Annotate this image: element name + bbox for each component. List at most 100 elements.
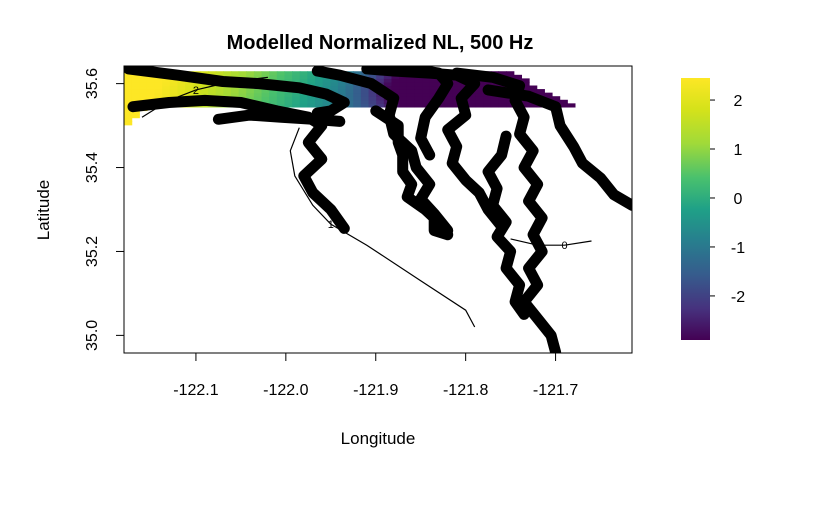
heatmap-cell-46 xyxy=(146,78,156,83)
heatmap-cell-23 xyxy=(131,85,140,90)
heatmap-cell-314 xyxy=(353,85,362,90)
heatmap-cell-247 xyxy=(299,74,309,79)
heatmap-cell-122 xyxy=(208,92,217,97)
heatmap-cell-248 xyxy=(299,71,309,76)
heatmap-cell-386 xyxy=(406,78,416,83)
heatmap-cell-474 xyxy=(475,85,484,90)
heatmap-cell-226 xyxy=(284,78,293,83)
heatmap-cell-295 xyxy=(337,81,347,87)
heatmap-cell-217 xyxy=(276,74,286,79)
heatmap-cell-182 xyxy=(253,92,263,97)
heatmap-cell-183 xyxy=(253,89,263,94)
heatmap-cell-385 xyxy=(406,81,416,87)
heatmap-cell-259 xyxy=(315,103,324,108)
heatmap-cell-381 xyxy=(406,96,416,101)
heatmap-cell-311 xyxy=(353,96,362,101)
heatmap-cell-508 xyxy=(498,71,507,76)
heatmap-cell-11 xyxy=(124,81,133,87)
heatmap-cell-366 xyxy=(391,78,400,83)
heatmap-cell-221 xyxy=(284,96,293,101)
heatmap-cell-148 xyxy=(223,71,232,76)
heatmap-cell-257 xyxy=(307,74,316,79)
heatmap-cell-210 xyxy=(276,99,286,104)
track-0 xyxy=(124,66,350,119)
heatmap-cell-228 xyxy=(284,71,293,76)
heatmap-cell-301 xyxy=(345,96,354,101)
heatmap-cell-321 xyxy=(360,96,370,101)
heatmap-cell-64 xyxy=(162,85,171,90)
heatmap-cell-400 xyxy=(422,99,431,104)
heatmap-cell-536 xyxy=(529,103,538,108)
heatmap-cell-16 xyxy=(131,110,140,115)
heatmap-cell-52 xyxy=(154,92,163,97)
heatmap-cell-230 xyxy=(292,99,301,104)
heatmap-cell-54 xyxy=(154,85,163,90)
heatmap-cell-341 xyxy=(376,96,385,101)
heatmap-cell-240 xyxy=(299,99,309,104)
colorbar-ticks: -2 -1 0 1 2 xyxy=(710,93,745,306)
heatmap-cell-123 xyxy=(208,89,217,94)
heatmap-cell-255 xyxy=(307,81,316,87)
heatmap-cell-22 xyxy=(131,89,140,94)
heatmap-cell-405 xyxy=(422,81,431,87)
heatmap-cell-201 xyxy=(269,96,278,101)
heatmap-cell-373 xyxy=(399,89,408,94)
heatmap-cell-419 xyxy=(437,103,446,108)
heatmap-cell-20 xyxy=(131,96,140,101)
heatmap-cell-346 xyxy=(376,78,385,83)
heatmap-cell-227 xyxy=(284,74,293,79)
heatmap-cell-365 xyxy=(391,81,400,87)
heatmap-cell-269 xyxy=(322,103,331,108)
heatmap-cell-265 xyxy=(315,81,324,87)
heatmap-cell-412 xyxy=(429,92,438,97)
heatmap-cell-21 xyxy=(131,92,140,97)
heatmap-cell-533 xyxy=(521,85,530,90)
heatmap-cell-181 xyxy=(253,96,263,101)
heatmap-cell-461 xyxy=(467,96,477,101)
heatmap-cell-430 xyxy=(444,99,454,104)
heatmap-cell-270 xyxy=(322,99,331,104)
colorbar-tick-label-4: 2 xyxy=(734,93,743,110)
heatmap-cell-167 xyxy=(238,74,247,79)
heatmap-cell-404 xyxy=(422,85,431,90)
heatmap-cell-546 xyxy=(536,89,545,94)
contour-line-2 xyxy=(510,238,592,246)
contour-line-1 xyxy=(289,127,476,328)
heatmap-cell-357 xyxy=(383,74,393,79)
heatmap-cell-553 xyxy=(551,96,561,101)
tracks xyxy=(124,66,632,353)
track-8 xyxy=(482,130,530,320)
heatmap-cell-376 xyxy=(399,78,408,83)
heatmap-cell-414 xyxy=(429,85,438,90)
y-axis-label: Latitude xyxy=(34,180,53,241)
heatmap-cell-322 xyxy=(360,92,370,97)
heatmap-cell-3 xyxy=(124,110,133,115)
track-7 xyxy=(482,84,632,211)
heatmap-cell-260 xyxy=(315,99,324,104)
heatmap-cell-283 xyxy=(330,89,339,94)
heatmap-cell-250 xyxy=(307,99,316,104)
heatmap-cell-82 xyxy=(177,92,186,97)
heatmap-cell-395 xyxy=(414,81,423,87)
heatmap-cell-197 xyxy=(261,74,270,79)
heatmap-cell-527 xyxy=(513,74,523,79)
heatmap-cell-320 xyxy=(360,99,370,104)
heatmap-cell-303 xyxy=(345,89,354,94)
x-tick-label-1: -122.0 xyxy=(263,382,308,399)
heatmap-cell-550 xyxy=(544,92,553,97)
heatmap-cell-177 xyxy=(246,74,255,79)
heatmap-cell-384 xyxy=(406,85,416,90)
colorbar xyxy=(681,78,710,340)
heatmap-cell-554 xyxy=(559,103,568,108)
heatmap-cell-471 xyxy=(475,96,484,101)
heatmap-cell-63 xyxy=(162,89,171,94)
y-axis: 35.0 35.2 35.4 35.6 xyxy=(84,68,124,351)
heatmap-cell-202 xyxy=(269,92,278,97)
heatmap-cell-93 xyxy=(185,89,194,94)
heatmap-cell-261 xyxy=(315,96,324,101)
heatmap-cell-443 xyxy=(452,89,461,94)
heatmap-cell-480 xyxy=(483,99,492,104)
heatmap-cell-284 xyxy=(330,85,339,90)
heatmap-cell-152 xyxy=(230,92,240,97)
heatmap-cell-74 xyxy=(169,85,179,90)
